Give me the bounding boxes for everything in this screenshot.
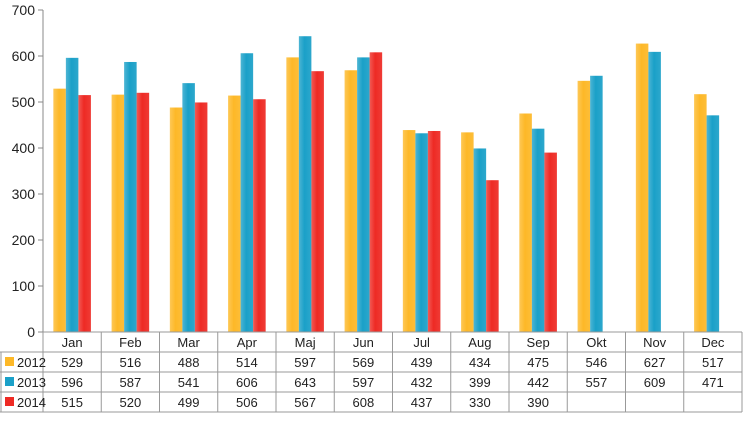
bar-2013-Sep	[531, 128, 545, 332]
data-label: 499	[178, 395, 200, 410]
data-label: 471	[702, 375, 724, 390]
bar-2012-Okt	[577, 80, 591, 332]
bar-2013-Okt	[590, 75, 603, 332]
category-label: Nov	[643, 335, 667, 350]
bar-2014-Jul	[427, 130, 441, 332]
data-label: 506	[236, 395, 258, 410]
data-label: 475	[527, 355, 549, 370]
data-label: 567	[294, 395, 316, 410]
bar-2013-Apr	[240, 53, 254, 333]
data-label: 557	[586, 375, 608, 390]
data-label: 569	[353, 355, 375, 370]
data-label: 432	[411, 375, 433, 390]
bar-2012-Jun	[344, 70, 358, 332]
data-label: 609	[644, 375, 666, 390]
data-label: 587	[120, 375, 142, 390]
bar-2014-Jan	[78, 95, 91, 332]
data-label: 437	[411, 395, 433, 410]
data-label: 434	[469, 355, 491, 370]
legend-label: 2012	[17, 355, 46, 370]
category-label: Jun	[353, 335, 374, 350]
data-label: 488	[178, 355, 200, 370]
category-label: Feb	[119, 335, 141, 350]
data-label: 517	[702, 355, 724, 370]
bar-2013-Mar	[182, 83, 195, 332]
bar-2014-Feb	[136, 92, 150, 332]
data-label: 399	[469, 375, 491, 390]
y-tick-label: 300	[12, 186, 36, 202]
bar-2014-Aug	[486, 180, 499, 332]
data-label: 597	[294, 355, 316, 370]
legend-label: 2014	[17, 395, 46, 410]
data-label: 643	[294, 375, 316, 390]
data-label: 439	[411, 355, 433, 370]
bar-2013-Jan	[65, 57, 79, 333]
data-label: 608	[353, 395, 375, 410]
y-tick-label: 0	[27, 324, 35, 340]
bars-group	[53, 36, 720, 333]
data-label: 596	[61, 375, 83, 390]
category-label: Okt	[586, 335, 607, 350]
y-tick-label: 400	[12, 140, 36, 156]
bar-2012-Jul	[402, 130, 416, 332]
bar-2012-Apr	[228, 95, 241, 332]
bar-2014-Mar	[194, 102, 208, 333]
bar-2012-Dec	[694, 94, 707, 333]
bar-2014-Sep	[544, 152, 557, 332]
category-label: Mar	[177, 335, 200, 350]
category-label: Sep	[527, 335, 550, 350]
data-label: 516	[120, 355, 142, 370]
category-label: Jul	[413, 335, 430, 350]
bar-2013-Aug	[473, 148, 487, 332]
data-label: 597	[353, 375, 375, 390]
bar-2013-Dec	[706, 115, 720, 332]
data-label: 606	[236, 375, 258, 390]
bar-2012-Aug	[461, 132, 474, 332]
category-label: Jan	[62, 335, 83, 350]
y-axis: 0 100 200 300 400 500 600 700	[12, 2, 44, 340]
bar-2013-Jun	[357, 57, 370, 332]
bar-2014-Jun	[369, 52, 383, 332]
legend-swatch-2012	[5, 357, 14, 366]
data-label: 546	[586, 355, 608, 370]
data-label: 627	[644, 355, 666, 370]
y-tick-label: 500	[12, 94, 36, 110]
bar-2014-Apr	[253, 99, 266, 333]
y-tick-label: 600	[12, 48, 36, 64]
bar-2012-Sep	[519, 113, 532, 332]
category-label: Apr	[237, 335, 258, 350]
data-label: 330	[469, 395, 491, 410]
data-label: 529	[61, 355, 83, 370]
category-label: Aug	[468, 335, 491, 350]
data-label: 514	[236, 355, 258, 370]
bar-2012-Nov	[635, 43, 649, 333]
legend-label: 2013	[17, 375, 46, 390]
bar-2013-Jul	[415, 133, 428, 332]
bar-2012-Jan	[53, 88, 66, 332]
bar-2013-Feb	[124, 61, 137, 332]
data-label: 390	[527, 395, 549, 410]
y-tick-label: 200	[12, 232, 36, 248]
bar-2012-Mar	[169, 107, 183, 333]
bar-2012-Maj	[286, 57, 299, 332]
bar-2014-Maj	[311, 71, 324, 333]
legend-swatch-2014	[5, 397, 14, 406]
legend-swatch-2013	[5, 377, 14, 386]
category-label: Maj	[295, 335, 316, 350]
data-label: 442	[527, 375, 549, 390]
y-tick-label: 700	[12, 2, 36, 18]
data-label: 520	[120, 395, 142, 410]
data-label: 541	[178, 375, 200, 390]
bar-2012-Feb	[111, 94, 125, 332]
bar-2013-Nov	[648, 51, 661, 333]
y-tick-label: 100	[12, 278, 36, 294]
data-label: 515	[61, 395, 83, 410]
data-table: Jan Feb Mar Apr Maj Jun Jul Aug Sep Okt Nov Dec 2012…	[0, 331, 743, 413]
bar-2013-Maj	[298, 36, 312, 332]
category-label: Dec	[701, 335, 725, 350]
